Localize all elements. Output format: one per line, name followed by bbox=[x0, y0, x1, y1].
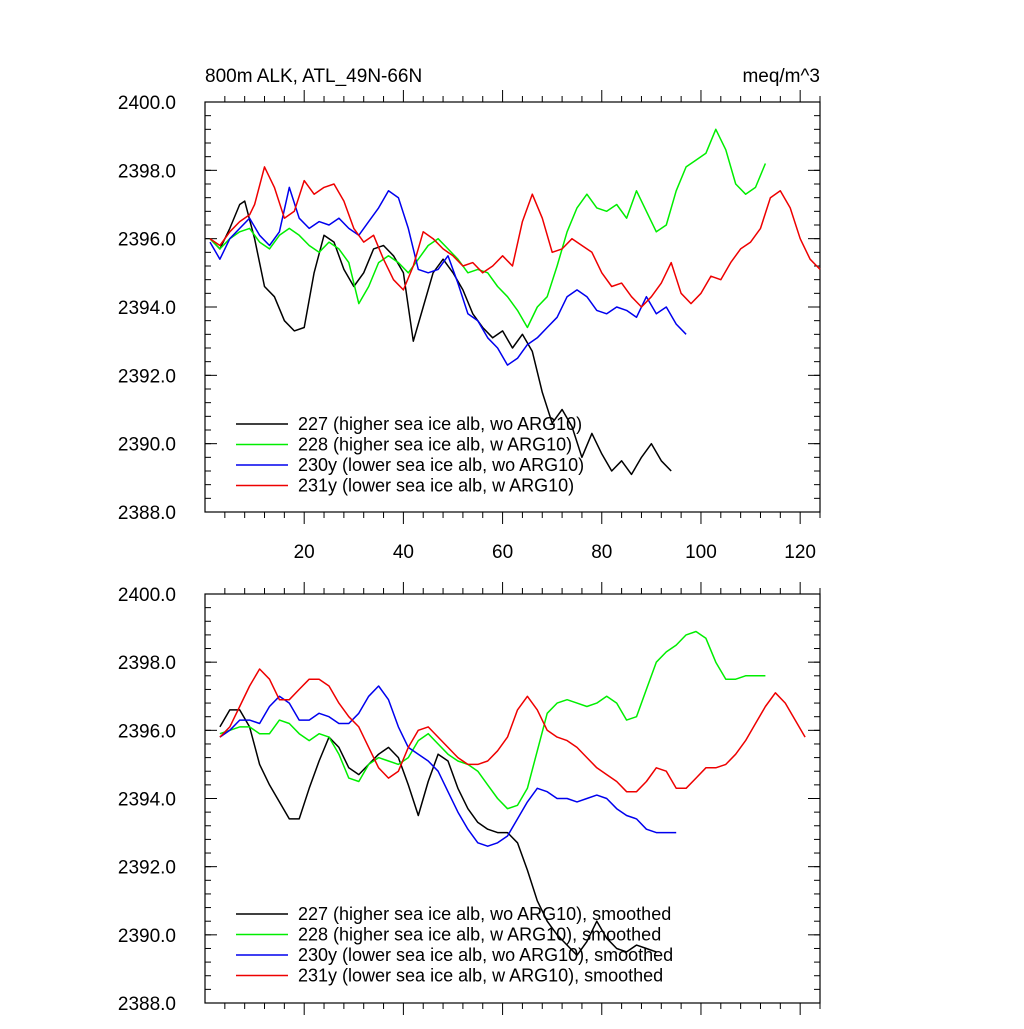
chart-bottom: 2388.0 2390.0 2392.0 2394.0 2396.0 2398.0 2400… bbox=[118, 582, 821, 1015]
legend-label-228: 228 (higher sea ice alb, w ARG10), smoot… bbox=[298, 925, 661, 945]
y-tick-label: 2398.0 bbox=[118, 161, 176, 182]
legend-label-230y: 230y (lower sea ice alb, wo ARG10), smoo… bbox=[298, 945, 673, 965]
legend-label-228: 228 (higher sea ice alb, w ARG10) bbox=[298, 435, 572, 455]
series-line-230y bbox=[219, 685, 677, 847]
series-line-228 bbox=[209, 128, 767, 329]
legend-label-227: 227 (higher sea ice alb, wo ARG10) bbox=[298, 414, 582, 434]
series-line-231y bbox=[209, 166, 821, 308]
x-tick-label: 60 bbox=[492, 542, 513, 563]
series-line-227 bbox=[219, 709, 657, 957]
x-tick-label: 100 bbox=[685, 542, 717, 563]
series-line-231y bbox=[219, 668, 806, 793]
y-tick-label: 2388.0 bbox=[118, 994, 176, 1015]
x-tick-label: 40 bbox=[393, 542, 414, 563]
y-tick-label: 2396.0 bbox=[118, 721, 176, 742]
legend-label-227: 227 (higher sea ice alb, wo ARG10), smoo… bbox=[298, 904, 671, 924]
chart-title: 800m ALK, ATL_49N-66N bbox=[205, 66, 422, 87]
y-tick-label: 2400.0 bbox=[118, 93, 176, 114]
chart-units: meq/m^3 bbox=[742, 66, 820, 87]
y-tick-label: 2394.0 bbox=[118, 790, 176, 811]
series-line-230y bbox=[209, 186, 687, 366]
y-tick-label: 2398.0 bbox=[118, 653, 176, 674]
y-tick-label: 2390.0 bbox=[118, 926, 176, 947]
x-tick-label: 120 bbox=[784, 542, 816, 563]
y-tick-label: 2396.0 bbox=[118, 230, 176, 251]
legend-label-230y: 230y (lower sea ice alb, wo ARG10) bbox=[298, 455, 584, 475]
y-tick-label: 2390.0 bbox=[118, 435, 176, 456]
y-tick-label: 2394.0 bbox=[118, 298, 176, 319]
y-tick-label: 2392.0 bbox=[118, 366, 176, 387]
y-tick-label: 2388.0 bbox=[118, 503, 176, 524]
y-tick-label: 2400.0 bbox=[118, 585, 176, 606]
series-line-227 bbox=[209, 200, 672, 476]
x-tick-label: 20 bbox=[294, 542, 315, 563]
y-tick-label: 2392.0 bbox=[118, 858, 176, 879]
chart-top: 800m ALK, ATL_49N-66N meq/m^3 2388.0 2390… bbox=[118, 66, 821, 563]
legend-label-231y: 231y (lower sea ice alb, w ARG10) bbox=[298, 476, 574, 496]
x-tick-label: 80 bbox=[591, 542, 612, 563]
legend-label-231y: 231y (lower sea ice alb, w ARG10), smoot… bbox=[298, 966, 663, 986]
series-line-228 bbox=[219, 630, 766, 810]
